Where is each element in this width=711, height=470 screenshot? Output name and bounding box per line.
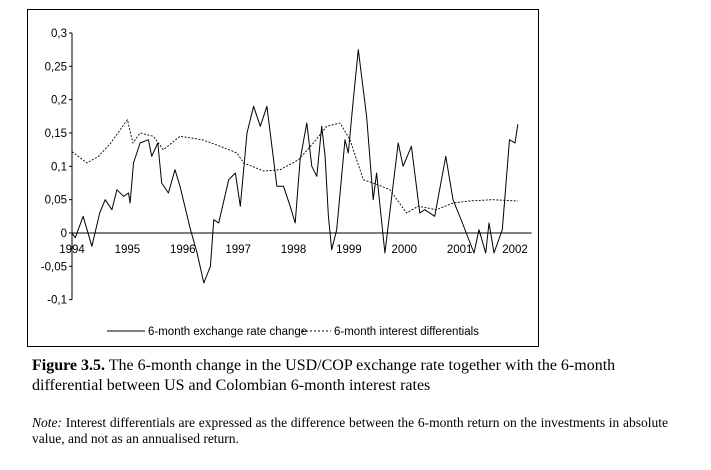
interest-differential-line <box>71 119 518 214</box>
y-tick-label: 0,05 <box>45 195 67 207</box>
x-tick-label: 1994 <box>59 244 85 256</box>
caption-text: The 6-month change in the USD/COP exchan… <box>32 357 616 394</box>
axes <box>69 32 532 301</box>
tick-labels: 0,3 0,25 0,2 0,15 0,1 0,05 0 -0,05 -0,1 1994 1995 1… <box>41 28 528 307</box>
series-lines <box>71 49 519 284</box>
y-tick-label: 0,15 <box>45 128 67 140</box>
y-tick-label: 0,2 <box>51 95 67 107</box>
x-tick-label: 2002 <box>502 244 528 256</box>
y-tick-label: -0,1 <box>47 295 67 307</box>
x-tick-label: 1995 <box>115 244 141 256</box>
x-tick-label: 2001 <box>447 244 473 256</box>
note-text: Interest differentials are expressed as … <box>32 415 668 446</box>
y-tick-label: 0 <box>61 228 67 240</box>
exchange-rate-change-line <box>71 49 519 284</box>
figure-note: Note: Interest differentials are express… <box>32 415 668 447</box>
y-tick-label: -0,05 <box>41 261 67 273</box>
y-tick-label: 0,1 <box>51 161 67 173</box>
legend-label: 6-month interest differentials <box>334 326 479 338</box>
y-tick-label: 0,25 <box>45 61 67 73</box>
x-tick-label: 1996 <box>170 244 196 256</box>
x-tick-label: 1997 <box>225 244 251 256</box>
x-tick-label: 1998 <box>281 244 307 256</box>
caption-label: Figure 3.5. <box>32 357 106 374</box>
legend-label: 6-month exchange rate change <box>148 326 307 338</box>
chart-frame <box>27 9 539 347</box>
x-tick-label: 1999 <box>336 244 362 256</box>
x-tick-label: 2000 <box>391 244 417 256</box>
legend: 6-month exchange rate change 6-month inte… <box>107 326 479 338</box>
note-label: Note: <box>32 415 62 430</box>
y-tick-label: 0,3 <box>51 28 67 40</box>
figure-caption: Figure 3.5. The 6-month change in the US… <box>32 356 672 396</box>
